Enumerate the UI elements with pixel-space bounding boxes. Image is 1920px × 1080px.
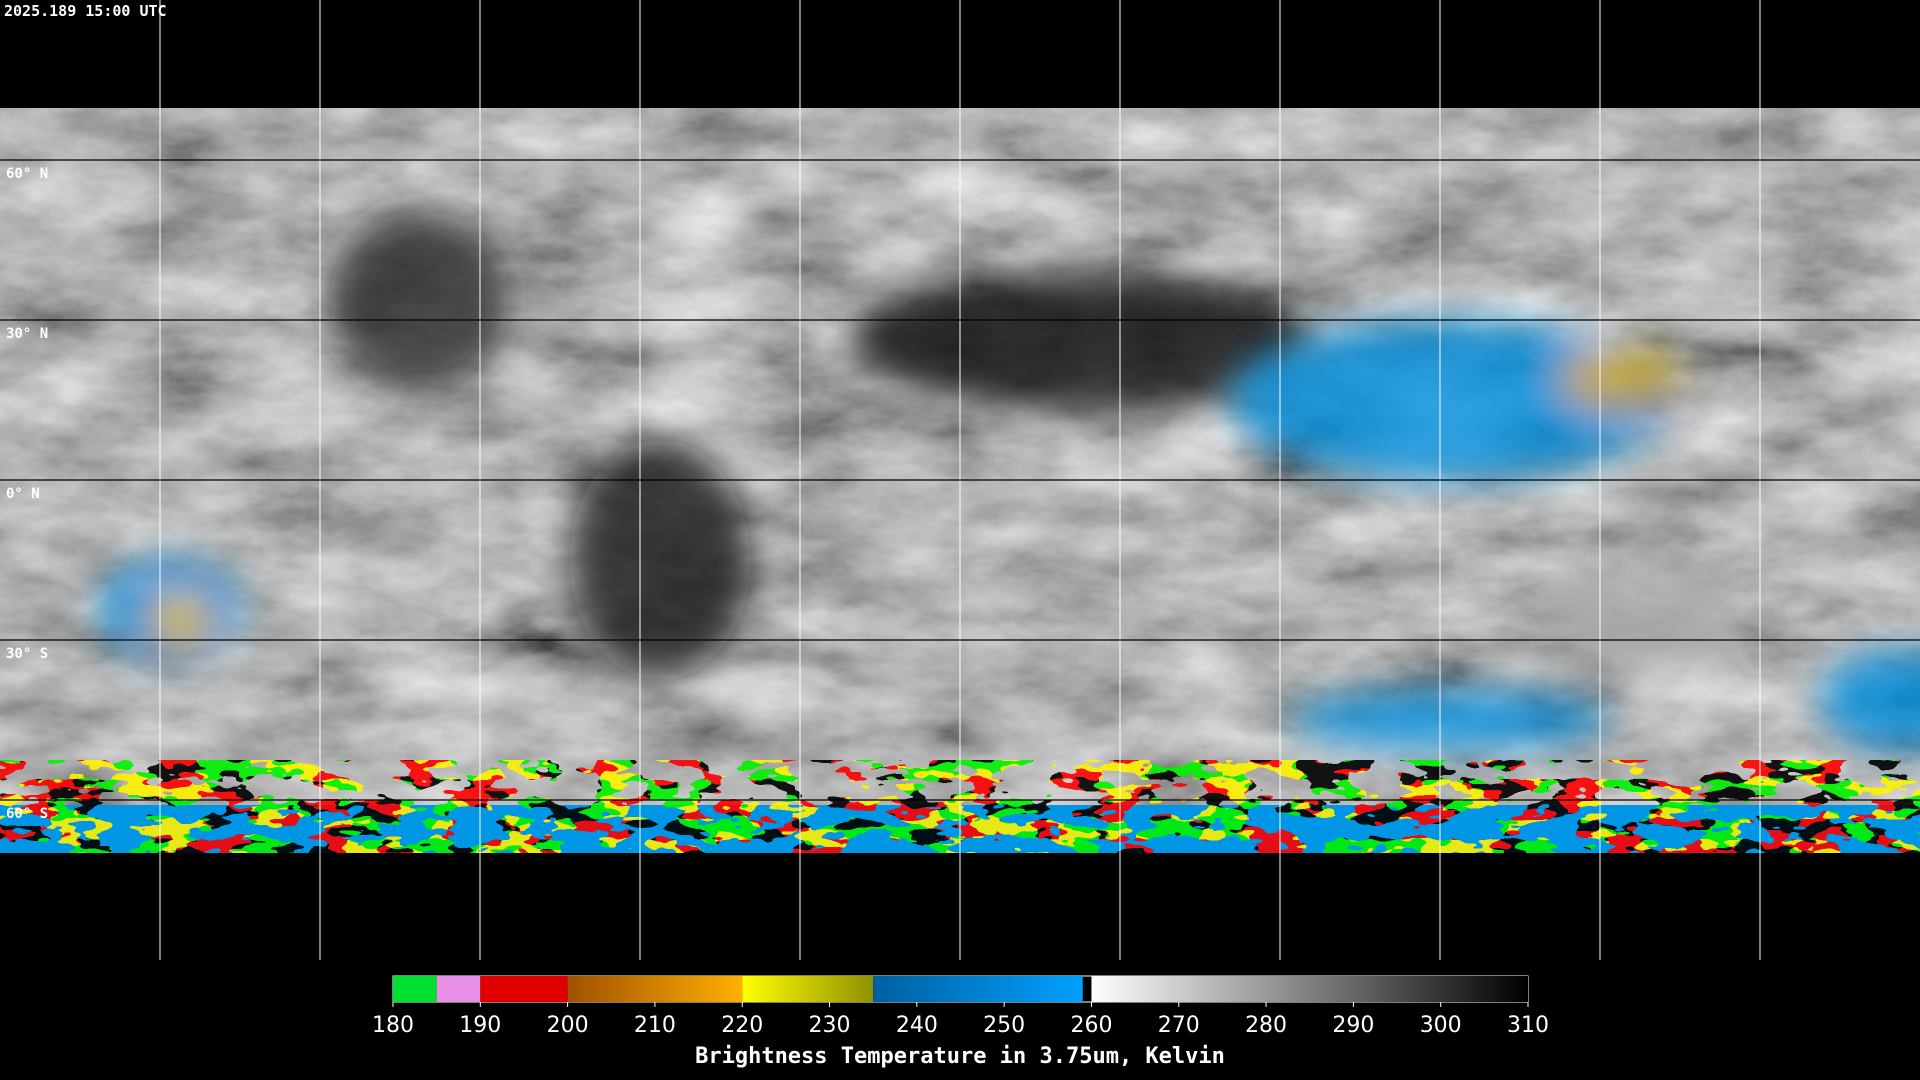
latitude-label: 30° S: [6, 646, 48, 662]
colorbar: 180 190 200 210 220 230 240 250 260 270 280 290 300 3…: [372, 976, 1549, 1038]
colorbar-segment: [393, 976, 437, 1002]
colorbar-segment: [480, 976, 568, 1002]
colorbar-tick-label: 240: [896, 1013, 938, 1038]
latitude-label: 60° N: [6, 166, 48, 182]
colorbar-segment: [1091, 976, 1528, 1002]
colorbar-tick-label: 190: [459, 1013, 501, 1038]
colorbar-tick-label: 260: [1070, 1013, 1112, 1038]
graticule: 60° N 30° N 0° N 30° S 60° S: [6, 0, 1761, 960]
colorbar-tick-label: 250: [983, 1013, 1025, 1038]
latitude-label: 30° N: [6, 326, 48, 342]
colorbar-tick-label: 180: [372, 1013, 414, 1038]
colorbar-tick-label: 280: [1245, 1013, 1287, 1038]
colorbar-tick-label: 300: [1420, 1013, 1462, 1038]
colorbar-segment: [567, 976, 743, 1002]
colorbar-segment: [742, 976, 874, 1002]
colorbar-tick-label: 230: [809, 1013, 851, 1038]
colorbar-tick-label: 220: [721, 1013, 763, 1038]
colorbar-tick-label: 310: [1507, 1013, 1549, 1038]
colorbar-segment: [436, 976, 481, 1002]
colorbar-tick-label: 210: [634, 1013, 676, 1038]
colorbar-tick-label: 200: [547, 1013, 589, 1038]
colorbar-title: Brightness Temperature in 3.75um, Kelvin: [695, 1044, 1225, 1069]
latitude-label: 60° S: [6, 806, 48, 822]
latitude-label: 0° N: [6, 486, 40, 502]
colorbar-segment: [873, 976, 1083, 1002]
timestamp: 2025.189 15:00 UTC: [4, 2, 167, 20]
colorbar-tick-label: 270: [1158, 1013, 1200, 1038]
colorbar-tick-label: 290: [1332, 1013, 1374, 1038]
